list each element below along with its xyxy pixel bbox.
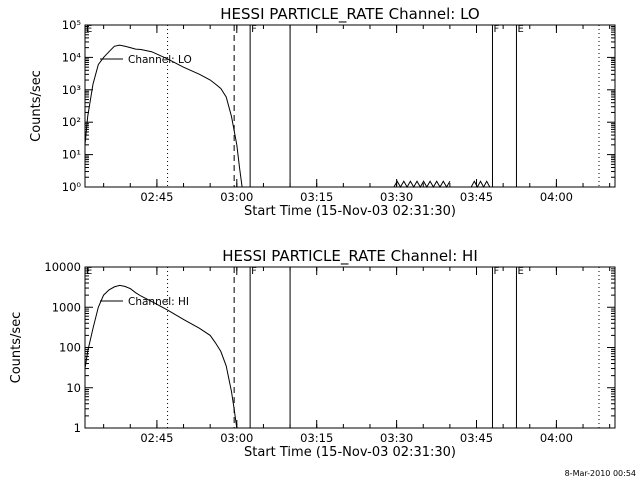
chart-title-1: HESSI PARTICLE_RATE Channel: HI	[222, 247, 478, 266]
x-tick-label-1: 03:00	[220, 431, 253, 445]
x-axis-label-0: Start Time (15-Nov-03 02:31:30)	[244, 204, 456, 219]
x-tick-label-1: 03:30	[380, 431, 413, 445]
plot-frame-0	[84, 24, 616, 188]
plot-frame-1	[84, 266, 616, 429]
legend-label-1: Channel: HI	[128, 296, 189, 308]
series-line-0	[84, 44, 243, 188]
marker-label-f-1: F	[493, 266, 499, 277]
marker-label-e-1: E	[86, 266, 92, 277]
legend-label-0: Channel: LO	[128, 54, 192, 66]
series-line-1	[84, 284, 238, 429]
x-tick-label-0: 03:00	[220, 190, 253, 204]
y-tick-label-0: 10⁵	[62, 18, 82, 32]
x-tick-label-0: 03:45	[460, 190, 493, 204]
marker-label-e-0: E	[86, 24, 92, 35]
marker-label-e-0: E	[517, 24, 523, 35]
x-tick-label-0: 04:00	[540, 190, 573, 204]
noise-burst-0	[470, 180, 491, 189]
noise-burst-0	[393, 180, 451, 189]
marker-label-f-1: F	[251, 266, 257, 277]
marker-label-f-0: F	[493, 24, 499, 35]
y-tick-label-1: 1	[74, 421, 81, 435]
chart-title-0: HESSI PARTICLE_RATE Channel: LO	[220, 5, 479, 24]
y-tick-label-0: 10⁰	[62, 180, 82, 194]
y-tick-label-1: 1000	[52, 300, 81, 314]
x-tick-label-0: 03:30	[380, 190, 413, 204]
x-tick-label-1: 03:15	[300, 431, 333, 445]
y-tick-label-1: 10	[66, 381, 81, 395]
y-axis-label-0: Counts/sec	[29, 70, 44, 142]
x-tick-label-1: 02:45	[140, 431, 173, 445]
x-tick-label-1: 04:00	[540, 431, 573, 445]
plot-timestamp: 8-Mar-2010 00:54	[565, 469, 636, 478]
x-tick-label-0: 02:45	[140, 190, 173, 204]
y-tick-label-1: 100	[59, 341, 81, 355]
y-tick-label-0: 10³	[62, 83, 82, 97]
y-tick-label-0: 10⁴	[62, 50, 82, 64]
x-axis-label-1: Start Time (15-Nov-03 02:31:30)	[244, 445, 456, 460]
y-tick-label-1: 10000	[44, 260, 81, 274]
x-tick-label-0: 03:15	[300, 190, 333, 204]
y-tick-label-0: 10¹	[62, 148, 81, 162]
x-tick-label-1: 03:45	[460, 431, 493, 445]
y-tick-label-0: 10²	[62, 115, 81, 129]
y-axis-label-1: Counts/sec	[9, 312, 24, 384]
marker-label-f-0: F	[251, 24, 257, 35]
marker-label-e-1: E	[517, 266, 523, 277]
